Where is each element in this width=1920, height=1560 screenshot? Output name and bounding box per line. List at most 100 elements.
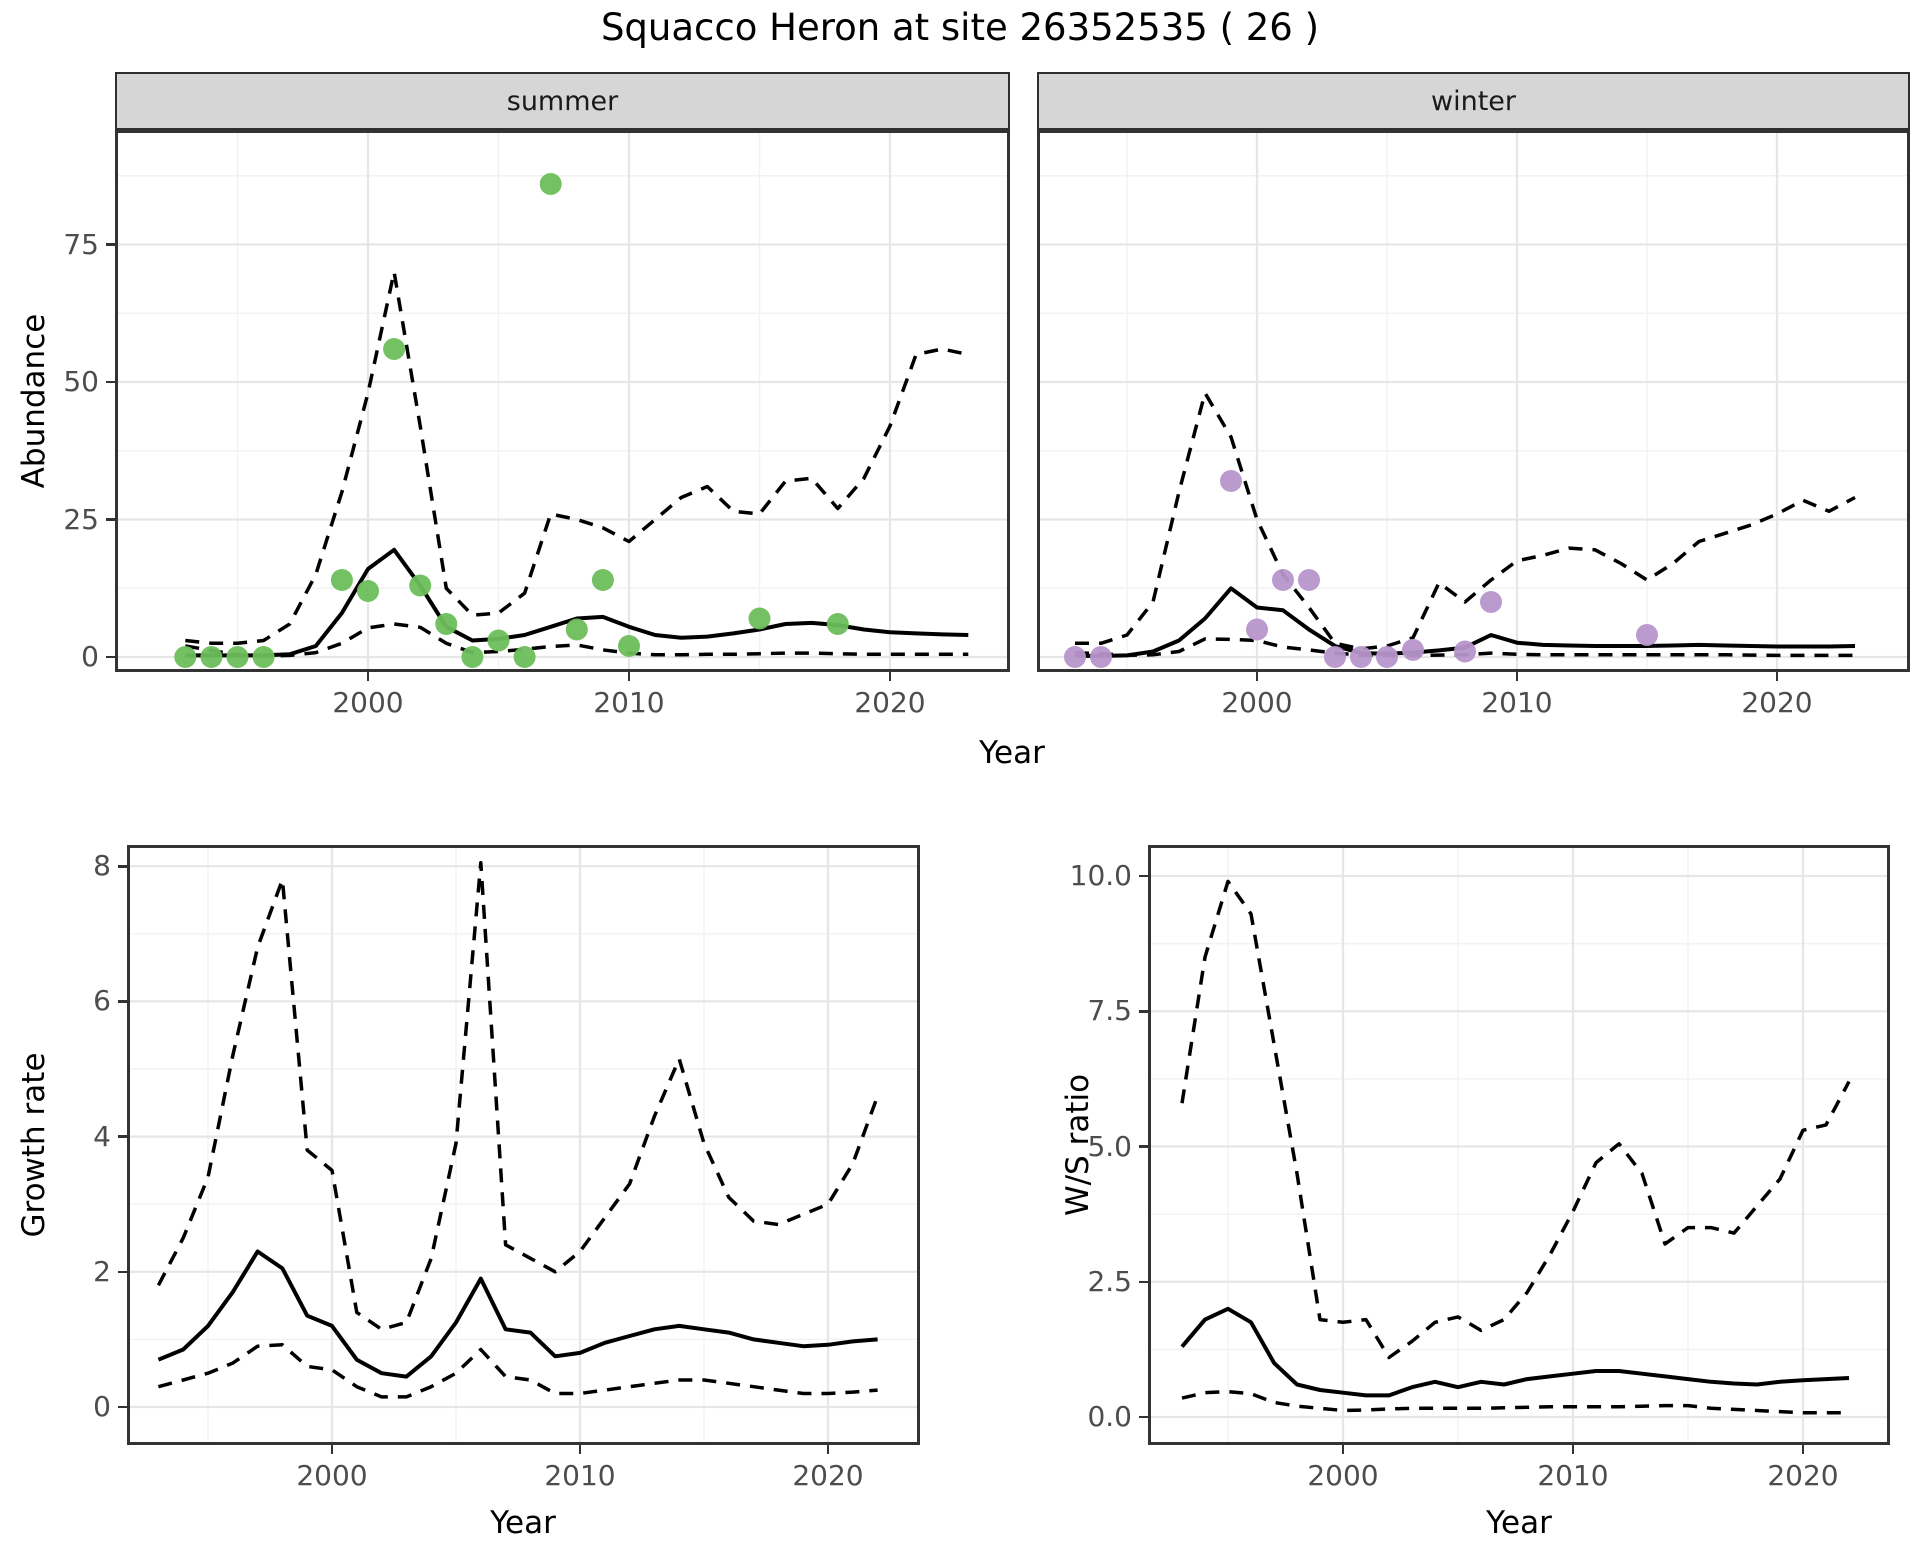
fit-line bbox=[1180, 1306, 1850, 1398]
panel-ws-ratio bbox=[1148, 845, 1890, 1445]
observed-point bbox=[1324, 646, 1346, 668]
x-tick-mark bbox=[888, 672, 892, 681]
observed-point bbox=[1350, 646, 1372, 668]
upper_ci-line bbox=[185, 270, 969, 646]
observed-point bbox=[565, 618, 588, 641]
y-tick-mark bbox=[1139, 874, 1148, 878]
observed-point bbox=[618, 635, 640, 657]
y-tick-mark bbox=[106, 243, 115, 246]
panel-border bbox=[1148, 845, 1890, 1445]
gridlines-minor bbox=[115, 130, 1010, 672]
x-tick-mark bbox=[1775, 672, 1779, 681]
y-tick-label: 8 bbox=[93, 849, 111, 883]
observed-point bbox=[1064, 646, 1086, 668]
x-tick-label: 2020 bbox=[1767, 1459, 1839, 1492]
y-tick-mark bbox=[106, 380, 115, 384]
x-tick-label: 2010 bbox=[544, 1459, 616, 1492]
x-tick-mark bbox=[1255, 672, 1259, 681]
panel-growth-rate bbox=[127, 845, 920, 1445]
lower_ci-line bbox=[157, 1343, 878, 1399]
y-tick-label: 25 bbox=[63, 502, 99, 536]
gridlines-major bbox=[1148, 845, 1890, 1445]
observed-point bbox=[1376, 646, 1398, 668]
x-tick-label: 2000 bbox=[1307, 1459, 1379, 1492]
gridlines-minor bbox=[1148, 845, 1890, 1445]
panel-border bbox=[115, 130, 1010, 672]
y-tick-label: 6 bbox=[93, 984, 111, 1018]
x-tick-label: 2010 bbox=[1537, 1459, 1609, 1492]
observed-point bbox=[435, 613, 458, 635]
observed-point bbox=[826, 613, 849, 635]
facet-label-summer: summer bbox=[506, 85, 619, 117]
observed_counts_summer bbox=[174, 173, 849, 668]
observed-point bbox=[1480, 591, 1502, 613]
lower_ci-line bbox=[1181, 1389, 1849, 1415]
y-tick-label: 2 bbox=[93, 1254, 111, 1288]
panel-border bbox=[127, 845, 920, 1445]
x-tick-label: 2000 bbox=[1221, 686, 1293, 719]
x-tick-label: 2020 bbox=[1741, 686, 1813, 719]
gridlines-minor bbox=[127, 845, 920, 1445]
observed_counts_winter bbox=[1064, 470, 1658, 668]
observed-point bbox=[461, 646, 484, 668]
observed-point bbox=[200, 646, 223, 668]
x-axis-label-year-growth: Year bbox=[490, 1505, 556, 1541]
observed-point bbox=[1272, 569, 1294, 591]
panel-winter-abundance bbox=[1037, 130, 1910, 672]
x-tick-mark bbox=[366, 672, 370, 681]
facet-strip-summer: summer bbox=[115, 72, 1010, 130]
facet-label-winter: winter bbox=[1431, 85, 1516, 117]
y-tick-mark bbox=[118, 1135, 127, 1138]
y-tick-label: 50 bbox=[63, 365, 99, 398]
x-tick-label: 2010 bbox=[1481, 686, 1553, 719]
y-tick-mark bbox=[106, 655, 115, 659]
y-tick-mark bbox=[1139, 1010, 1148, 1013]
x-tick-label: 2020 bbox=[854, 686, 926, 719]
y-tick-mark bbox=[118, 1000, 127, 1003]
y-tick-label: 0 bbox=[81, 640, 99, 673]
y-tick-mark bbox=[1139, 1145, 1148, 1148]
facet-strip-winter: winter bbox=[1037, 72, 1910, 130]
observed-point bbox=[591, 569, 614, 591]
x-tick-mark bbox=[578, 1445, 582, 1454]
observed-point bbox=[330, 569, 353, 591]
y-tick-label: 2.5 bbox=[1087, 1264, 1132, 1298]
fit-line bbox=[157, 1249, 878, 1379]
observed-point bbox=[539, 173, 562, 195]
observed-point bbox=[226, 646, 249, 668]
y-tick-label: 7.5 bbox=[1087, 994, 1132, 1028]
upper_ci-line bbox=[1075, 391, 1856, 651]
y-tick-label: 75 bbox=[63, 227, 99, 261]
plot-title: Squacco Heron at site 26352535 ( 26 ) bbox=[600, 6, 1320, 49]
y-tick-mark bbox=[1139, 1280, 1148, 1284]
observed-point bbox=[1454, 640, 1476, 663]
lower_ci-line bbox=[185, 622, 969, 658]
y-tick-mark bbox=[106, 518, 115, 521]
observed-point bbox=[1298, 569, 1320, 591]
observed-point bbox=[1246, 618, 1268, 641]
observed-point bbox=[357, 580, 379, 602]
observed-point bbox=[513, 646, 536, 668]
x-axis-label-year-top: Year bbox=[979, 735, 1045, 771]
observed-point bbox=[1220, 470, 1242, 492]
x-axis-label-year-ws: Year bbox=[1486, 1505, 1552, 1541]
panel-summer-abundance bbox=[115, 130, 1010, 672]
upper_ci-line bbox=[156, 861, 880, 1332]
upper_ci-line bbox=[1180, 879, 1851, 1360]
observed-point bbox=[252, 646, 275, 668]
x-tick-label: 2000 bbox=[332, 686, 404, 719]
x-tick-mark bbox=[627, 672, 631, 681]
x-tick-label: 2010 bbox=[593, 686, 665, 719]
x-tick-mark bbox=[826, 1445, 830, 1454]
y-tick-mark bbox=[1139, 1415, 1148, 1419]
x-tick-label: 2020 bbox=[792, 1459, 864, 1492]
gridlines-major bbox=[127, 845, 920, 1445]
y-tick-mark bbox=[118, 1270, 127, 1274]
x-tick-mark bbox=[1801, 1445, 1805, 1454]
panel-border bbox=[1037, 130, 1910, 672]
y-tick-label: 10.0 bbox=[1069, 859, 1132, 892]
observed-point bbox=[1636, 624, 1658, 646]
y-tick-mark bbox=[118, 1405, 127, 1409]
y-tick-label: 0 bbox=[93, 1390, 111, 1423]
